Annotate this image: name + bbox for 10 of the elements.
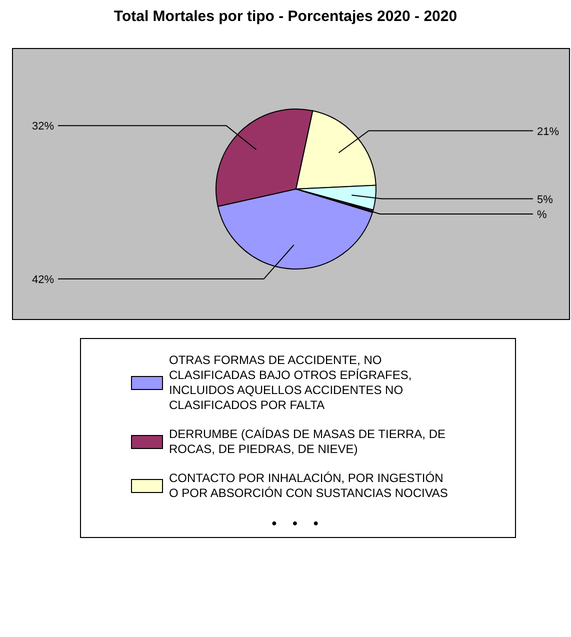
data-label: 5% (537, 194, 554, 206)
legend-label: OTRAS FORMAS DE ACCIDENTE, NO CLASIFICADAS BAJO OTROS EPÍGRAFES, INCLUIDOS AQUELLOS ACCIDENTES NO CLASIFICADOS POR FALTA (169, 353, 413, 413)
text: • • • (270, 515, 326, 531)
data-label: 42% (32, 274, 54, 286)
data-label: 21% (537, 126, 560, 138)
data-label: 32% (32, 120, 54, 133)
legend-label: DERRUMBE (CAÍDAS DE MASAS DE TIERRA, DE ROCAS, DE PIEDRAS, DE NIEVE) (169, 427, 446, 457)
chart-title: Total Mortales por tipo - Porcentajes 2020 - 2020 (112, 8, 458, 27)
legend-label: CONTACTO POR INHALACIÓN, POR INGESTIÓN O POR ABSORCIÓN CON SUSTANCIAS NOCIVAS (169, 471, 449, 501)
data-label: % (537, 208, 547, 221)
